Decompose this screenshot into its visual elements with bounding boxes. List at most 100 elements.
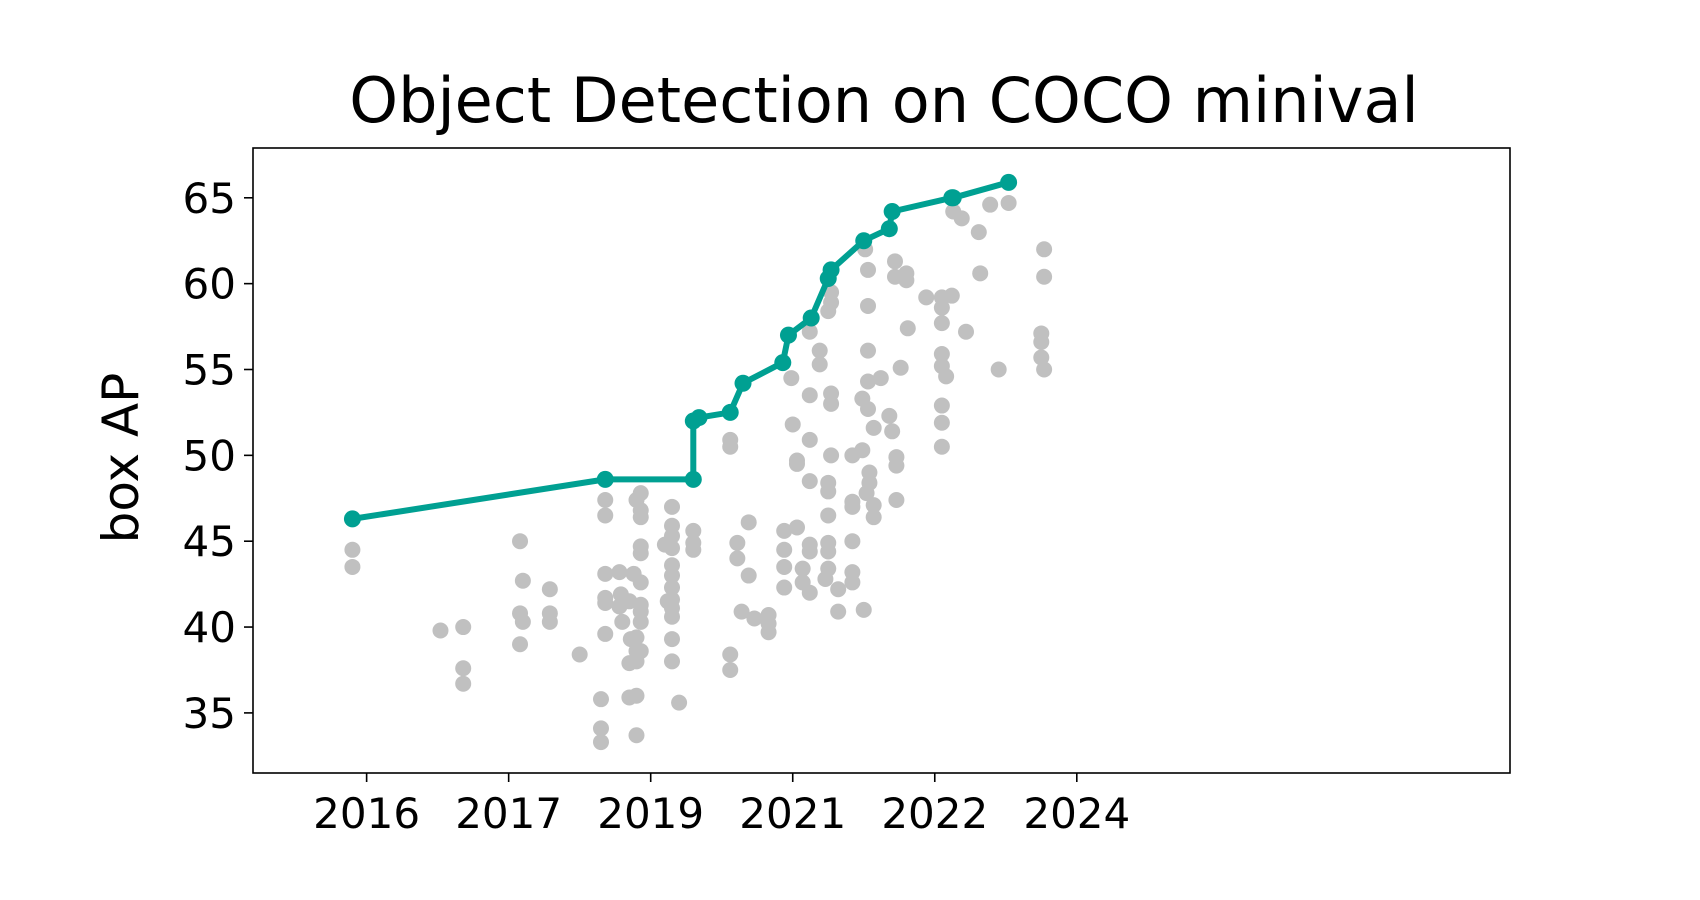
data-point: [820, 507, 837, 524]
data-point: [854, 442, 871, 459]
data-point: [740, 514, 757, 531]
data-point: [455, 675, 472, 692]
data-point: [801, 323, 818, 340]
frontier-point: [802, 309, 820, 327]
data-point: [918, 289, 935, 306]
data-point: [1036, 361, 1053, 378]
data-point: [899, 320, 916, 337]
data-point: [664, 528, 680, 545]
data-point: [933, 315, 950, 332]
data-point: [860, 342, 877, 359]
frontier-point: [690, 409, 708, 427]
data-point: [860, 400, 877, 417]
y-tick-label: 50: [183, 431, 236, 480]
data-point: [958, 323, 975, 340]
data-point: [671, 694, 688, 711]
data-point: [844, 574, 861, 591]
x-axis: 2016 2017 2019 2021 2022 2024: [313, 773, 1130, 838]
frontier-point: [343, 510, 361, 528]
data-point: [776, 558, 793, 575]
frontier-point: [779, 326, 797, 344]
data-point: [788, 519, 805, 536]
data-point: [855, 601, 872, 618]
data-point: [729, 534, 746, 551]
data-point: [733, 603, 750, 620]
frontier-line: [351, 179, 1010, 522]
data-point: [830, 603, 847, 620]
data-point: [632, 485, 649, 502]
y-axis: 35 40 45 50 55 60 65: [183, 174, 253, 738]
data-point: [953, 210, 970, 227]
data-point: [746, 610, 763, 627]
data-point: [541, 581, 558, 598]
data-point: [938, 368, 955, 385]
data-point: [628, 687, 645, 704]
data-point: [982, 196, 999, 213]
data-point: [597, 595, 614, 612]
data-point: [784, 416, 801, 433]
data-point: [514, 613, 531, 630]
data-point: [884, 423, 901, 440]
data-point: [788, 455, 805, 472]
frontier-point: [1000, 173, 1018, 191]
data-point: [659, 593, 676, 610]
data-point: [823, 447, 840, 464]
data-point: [830, 581, 847, 598]
data-point: [632, 574, 649, 591]
data-point: [943, 287, 960, 304]
data-point: [860, 297, 877, 314]
data-point: [592, 691, 609, 708]
data-point: [933, 414, 950, 431]
data-point: [970, 224, 987, 241]
x-tick-label: 2016: [313, 789, 420, 838]
data-point: [860, 373, 877, 390]
y-axis-label: box AP: [92, 373, 150, 544]
data-point: [933, 397, 950, 414]
data-point: [632, 643, 649, 660]
data-point: [892, 359, 909, 376]
data-point: [886, 253, 903, 270]
data-point: [776, 579, 793, 596]
data-point: [823, 294, 840, 311]
data-point: [592, 720, 609, 737]
frontier-point: [721, 403, 739, 421]
data-point: [881, 407, 898, 424]
data-point: [664, 567, 680, 584]
data-point: [628, 629, 645, 646]
frontier-point: [944, 189, 962, 207]
y-tick-label: 55: [183, 345, 236, 394]
data-point: [760, 624, 777, 641]
data-point: [801, 543, 818, 560]
data-point: [597, 507, 614, 524]
data-point: [820, 483, 837, 500]
data-point: [1000, 194, 1017, 211]
data-point: [632, 613, 649, 630]
data-point: [571, 646, 588, 663]
data-point: [592, 734, 609, 751]
data-point: [820, 543, 837, 560]
x-tick-label: 2019: [597, 789, 704, 838]
data-point: [933, 438, 950, 455]
y-tick-label: 35: [183, 689, 236, 738]
data-point: [801, 473, 818, 490]
data-point: [632, 509, 649, 526]
x-tick-label: 2021: [739, 789, 846, 838]
data-point: [344, 541, 361, 558]
data-point: [514, 572, 531, 589]
data-point: [933, 346, 950, 363]
data-point: [611, 564, 628, 581]
data-point: [801, 387, 818, 404]
data-point: [455, 619, 472, 636]
data-point: [597, 565, 614, 582]
data-point: [685, 522, 702, 539]
data-point: [722, 438, 739, 455]
points-layer: [344, 194, 1053, 751]
frontier-layer: [343, 173, 1018, 528]
data-point: [776, 522, 793, 539]
x-tick-label: 2022: [881, 789, 988, 838]
frontier-point: [883, 203, 901, 221]
data-point: [541, 613, 558, 630]
data-point: [811, 356, 828, 373]
data-point: [844, 498, 861, 515]
